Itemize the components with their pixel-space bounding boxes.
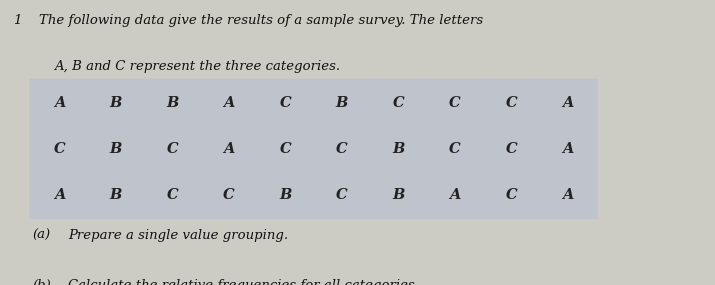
Text: C: C xyxy=(54,142,65,156)
Text: C: C xyxy=(449,142,460,156)
Text: A: A xyxy=(54,188,65,201)
Text: C: C xyxy=(506,188,517,201)
FancyBboxPatch shape xyxy=(538,127,598,171)
FancyBboxPatch shape xyxy=(86,79,146,128)
FancyBboxPatch shape xyxy=(255,127,315,171)
FancyBboxPatch shape xyxy=(312,127,372,171)
Text: C: C xyxy=(336,188,347,201)
FancyBboxPatch shape xyxy=(255,79,315,128)
FancyBboxPatch shape xyxy=(199,170,259,219)
Text: C: C xyxy=(506,96,517,110)
Text: (a): (a) xyxy=(32,229,50,243)
FancyBboxPatch shape xyxy=(29,79,89,128)
FancyBboxPatch shape xyxy=(538,170,598,219)
Text: A: A xyxy=(562,188,573,201)
FancyBboxPatch shape xyxy=(368,127,428,171)
Text: C: C xyxy=(167,142,178,156)
Text: C: C xyxy=(167,188,178,201)
Text: B: B xyxy=(109,142,122,156)
Text: Calculate the relative frequencies for all categories.: Calculate the relative frequencies for a… xyxy=(68,279,419,285)
FancyBboxPatch shape xyxy=(368,170,428,219)
FancyBboxPatch shape xyxy=(425,170,485,219)
Text: B: B xyxy=(279,188,292,201)
Text: C: C xyxy=(449,96,460,110)
FancyBboxPatch shape xyxy=(29,127,89,171)
Text: A: A xyxy=(449,188,460,201)
FancyBboxPatch shape xyxy=(425,79,485,128)
Text: 1: 1 xyxy=(13,14,21,27)
FancyBboxPatch shape xyxy=(312,79,372,128)
Text: (b): (b) xyxy=(32,279,51,285)
FancyBboxPatch shape xyxy=(481,127,541,171)
FancyBboxPatch shape xyxy=(255,170,315,219)
FancyBboxPatch shape xyxy=(142,127,202,171)
Text: B: B xyxy=(166,96,179,110)
FancyBboxPatch shape xyxy=(538,79,598,128)
Text: A: A xyxy=(54,96,65,110)
Text: B: B xyxy=(109,188,122,201)
Text: C: C xyxy=(506,142,517,156)
FancyBboxPatch shape xyxy=(425,127,485,171)
FancyBboxPatch shape xyxy=(29,170,89,219)
FancyBboxPatch shape xyxy=(86,127,146,171)
Text: C: C xyxy=(223,188,235,201)
Text: A: A xyxy=(562,96,573,110)
FancyBboxPatch shape xyxy=(481,79,541,128)
Text: B: B xyxy=(392,142,405,156)
FancyBboxPatch shape xyxy=(86,170,146,219)
FancyBboxPatch shape xyxy=(312,170,372,219)
FancyBboxPatch shape xyxy=(199,79,259,128)
Text: A: A xyxy=(223,96,235,110)
Text: C: C xyxy=(336,142,347,156)
FancyBboxPatch shape xyxy=(142,170,202,219)
Text: Prepare a single value grouping.: Prepare a single value grouping. xyxy=(68,229,288,243)
Text: B: B xyxy=(392,188,405,201)
Text: The following data give the results of a sample survey. The letters: The following data give the results of a… xyxy=(39,14,483,27)
Text: A: A xyxy=(562,142,573,156)
Text: A, B and C represent the three categories.: A, B and C represent the three categorie… xyxy=(54,60,340,73)
Text: A: A xyxy=(223,142,235,156)
Text: C: C xyxy=(280,142,291,156)
FancyBboxPatch shape xyxy=(199,127,259,171)
FancyBboxPatch shape xyxy=(142,79,202,128)
Text: C: C xyxy=(280,96,291,110)
Text: C: C xyxy=(393,96,404,110)
Text: B: B xyxy=(335,96,348,110)
FancyBboxPatch shape xyxy=(481,170,541,219)
Text: B: B xyxy=(109,96,122,110)
FancyBboxPatch shape xyxy=(368,79,428,128)
